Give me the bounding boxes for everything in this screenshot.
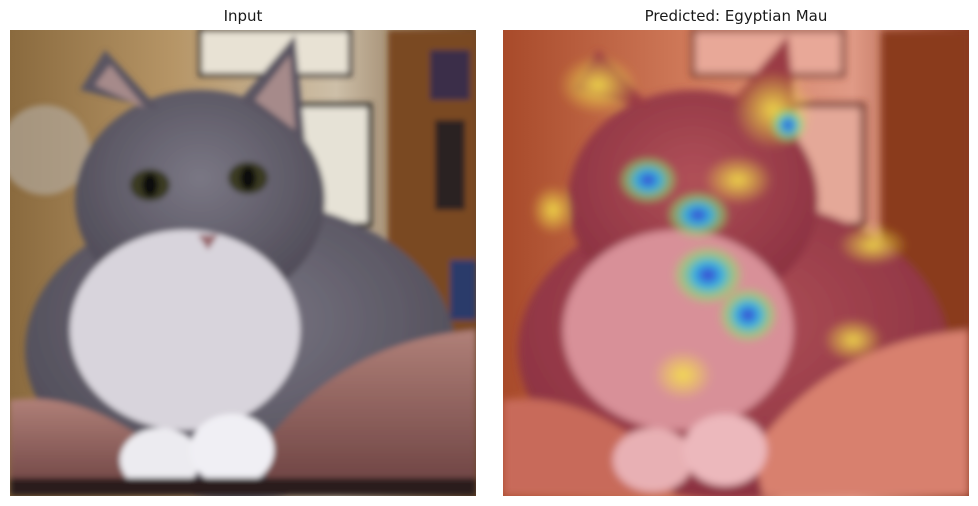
- prediction-panel: Predicted: Egyptian Mau: [503, 0, 969, 496]
- prediction-panel-title: Predicted: Egyptian Mau: [644, 7, 828, 25]
- input-panel-title: Input: [223, 7, 263, 25]
- gradcam-heatmap-image: [503, 30, 969, 496]
- input-cat-image: [10, 30, 476, 496]
- input-panel: Input: [10, 0, 476, 496]
